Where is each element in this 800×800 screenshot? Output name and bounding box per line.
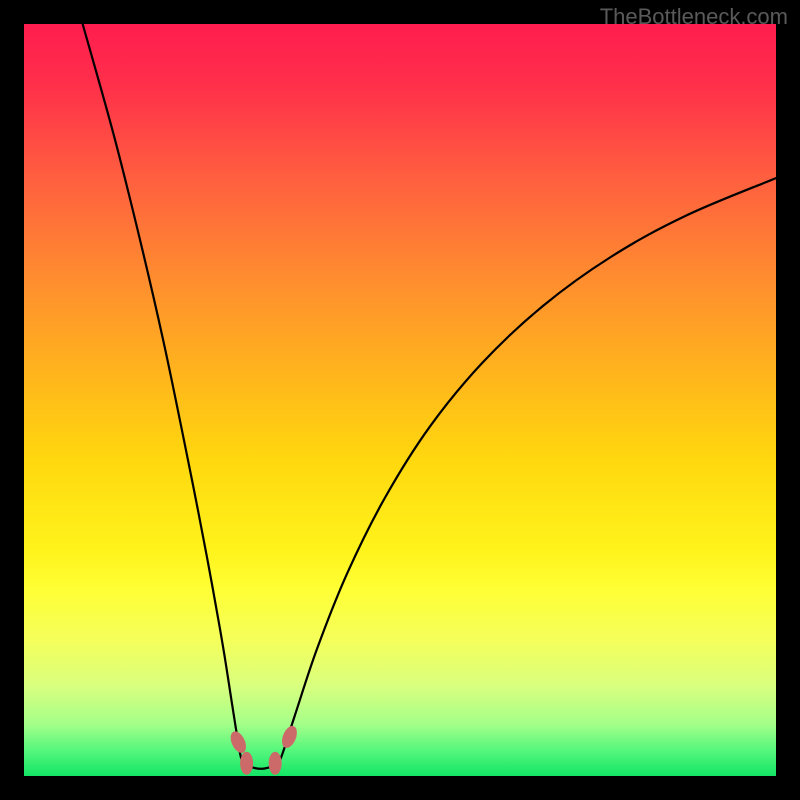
curve-marker — [241, 752, 253, 774]
plot-area — [24, 24, 776, 776]
curve-marker — [269, 752, 281, 774]
chart-root: TheBottleneck.com — [0, 0, 800, 800]
watermark-text: TheBottleneck.com — [600, 4, 788, 30]
bottleneck-chart — [0, 0, 800, 800]
